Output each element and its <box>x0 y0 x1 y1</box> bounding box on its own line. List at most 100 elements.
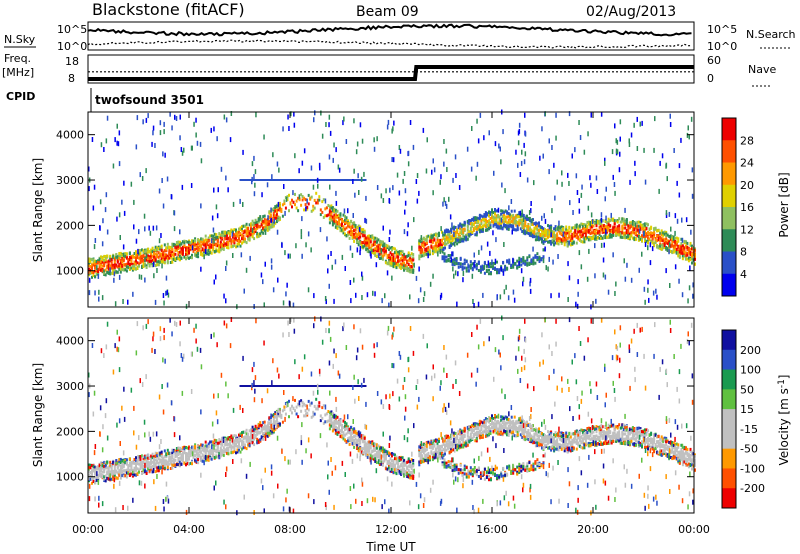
power-echo <box>141 176 144 181</box>
power-echo <box>348 179 351 181</box>
nave-tick-high: 60 <box>707 54 721 67</box>
power-echo <box>528 210 531 215</box>
power-echo <box>530 223 533 226</box>
power-echo <box>250 229 253 233</box>
power-echo <box>639 221 642 225</box>
power-echo <box>178 243 181 247</box>
power-echo <box>135 259 137 263</box>
power-echo <box>312 184 315 190</box>
power-echo <box>215 242 218 246</box>
power-echo <box>236 244 239 248</box>
power-echo <box>248 238 251 241</box>
power-echo <box>305 242 307 248</box>
power-echo <box>119 270 122 274</box>
power-echo <box>515 214 518 218</box>
power-echo <box>519 210 522 216</box>
power-echo <box>621 217 624 221</box>
nsky-trace <box>87 23 692 37</box>
power-echo <box>348 225 351 229</box>
power-echo <box>204 234 207 238</box>
power-echo <box>601 224 604 228</box>
power-echo <box>210 234 213 238</box>
power-echo <box>431 235 434 239</box>
power-echo <box>589 238 592 242</box>
power-echo <box>239 198 241 204</box>
power-echo <box>495 225 498 229</box>
power-echo <box>359 245 362 251</box>
power-echo <box>601 236 604 240</box>
power-echo <box>148 225 150 231</box>
power-echo <box>674 213 677 219</box>
power-echo <box>297 196 300 200</box>
power-echo <box>218 250 221 254</box>
power-echo <box>544 234 546 238</box>
power-echo <box>419 255 422 258</box>
power-echo <box>279 179 282 181</box>
power-echo <box>339 215 342 219</box>
power-echo <box>183 147 185 153</box>
power-echo <box>446 167 448 172</box>
power-echo <box>231 235 234 239</box>
power-echo <box>194 252 197 256</box>
power-echo <box>571 242 574 246</box>
power-echo <box>548 240 551 244</box>
power-echo <box>506 215 509 219</box>
nsky-panel: N.Sky 10^5 10^0 10^5 10^0 N.Search <box>4 21 796 53</box>
power-echo <box>181 150 184 156</box>
power-echo <box>668 242 671 248</box>
power-echo <box>200 240 203 244</box>
power-echo <box>653 233 656 237</box>
power-echo <box>254 230 257 233</box>
power-echo <box>230 111 233 116</box>
power-echo <box>493 170 495 176</box>
power-echo <box>421 254 424 258</box>
velocity-echo <box>169 455 172 459</box>
velocity-echo <box>128 464 131 467</box>
power-echo <box>89 265 92 268</box>
power-echo <box>285 196 288 202</box>
power-echo <box>400 266 403 270</box>
power-echo <box>488 226 490 230</box>
power-echo <box>264 229 267 235</box>
power-echo <box>328 114 331 120</box>
velocity-echo <box>160 453 163 457</box>
power-echo <box>583 237 586 241</box>
power-echo <box>434 244 437 248</box>
power-echo <box>594 232 596 236</box>
power-echo <box>358 190 360 195</box>
power-echo <box>138 274 141 280</box>
power-echo <box>329 184 331 190</box>
power-echo <box>175 243 178 247</box>
power-echo <box>625 235 628 239</box>
power-echo <box>550 227 552 233</box>
power-echo <box>125 265 128 269</box>
velocity-echo <box>135 459 137 463</box>
power-echo <box>561 181 563 187</box>
velocity-echo <box>101 475 104 479</box>
power-echo <box>362 228 365 232</box>
power-echo <box>683 239 686 243</box>
velocity-echo <box>156 459 159 463</box>
power-echo <box>507 224 510 228</box>
power-echo <box>162 259 165 263</box>
power-echo <box>654 238 657 242</box>
power-echo <box>198 248 201 252</box>
power-echo <box>113 262 116 266</box>
power-echo <box>686 253 689 257</box>
power-echo <box>488 268 490 272</box>
power-echo <box>160 244 163 248</box>
power-echo <box>221 230 224 234</box>
power-echo <box>360 243 363 246</box>
power-echo <box>272 211 275 215</box>
power-echo <box>222 247 225 251</box>
power-echo <box>556 227 559 230</box>
power-echo <box>358 179 361 181</box>
power-echo <box>320 110 322 116</box>
power-echo <box>455 259 458 263</box>
power-echo <box>459 238 462 242</box>
power-echo <box>438 245 440 249</box>
power-echo <box>400 257 403 261</box>
power-echo <box>651 246 654 252</box>
power-echo <box>584 231 587 235</box>
velocity-echo <box>145 470 148 474</box>
